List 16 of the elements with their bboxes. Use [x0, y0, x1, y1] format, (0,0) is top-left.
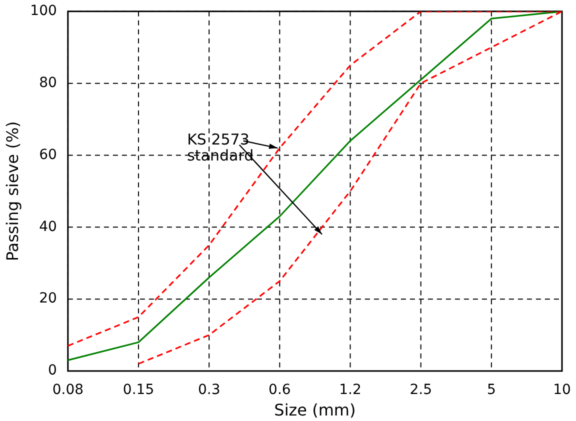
x-tick-label: 0.3 — [198, 382, 220, 398]
x-tick-label: 0.15 — [122, 382, 154, 398]
y-axis-title: Passing sieve (%) — [2, 121, 22, 262]
x-tick-label: 2.5 — [410, 382, 432, 398]
x-axis-title: Size (mm) — [274, 400, 356, 420]
x-tick-label: 5 — [486, 382, 496, 398]
x-tick-label: 10 — [553, 382, 571, 398]
y-tick-label: 100 — [30, 3, 57, 20]
y-tick-label: 80 — [39, 74, 57, 91]
x-tick-label: 1.2 — [339, 382, 362, 398]
y-tick-label: 0 — [48, 362, 57, 379]
y-tick-label: 20 — [39, 290, 57, 307]
y-tick-label: 40 — [39, 218, 57, 235]
y-tick-label: 60 — [39, 146, 57, 163]
x-tick-label: 0.6 — [268, 382, 291, 398]
x-tick-label: 0.08 — [52, 382, 84, 398]
